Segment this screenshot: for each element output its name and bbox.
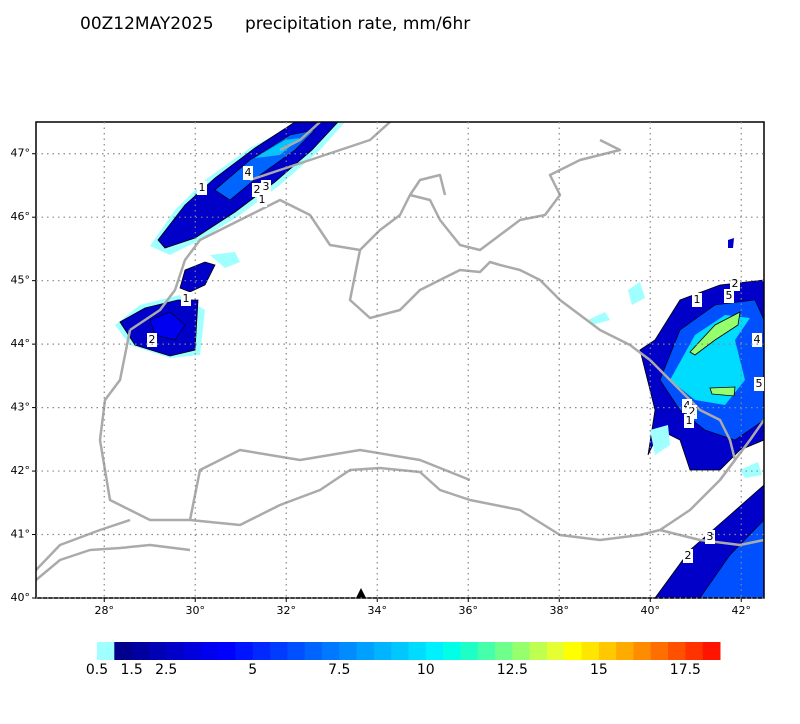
- y-tick-label: 43°: [11, 401, 31, 414]
- colorbar-label: 1.5: [120, 662, 142, 678]
- colorbar-box: [598, 642, 617, 660]
- colorbar-box: [495, 642, 513, 660]
- x-tick-label: 36°: [459, 604, 479, 617]
- contour-label: 4: [754, 333, 761, 346]
- contour-label: 3: [263, 180, 270, 193]
- colorbar: 0.5 1.5 2.5 5 7.5 10 12.5 15 17.5: [86, 642, 721, 678]
- contour-label: 4: [245, 166, 252, 179]
- colorbar-box: [650, 642, 669, 660]
- colorbar-box: [270, 642, 288, 660]
- contour-label: 2: [254, 183, 261, 196]
- colorbar-box: [512, 642, 531, 660]
- colorbar-label: 0.5: [86, 662, 108, 678]
- colorbar-box: [321, 642, 340, 660]
- colorbar-box: [304, 642, 323, 660]
- y-tick-label: 46°: [11, 210, 31, 223]
- colorbar-box: [529, 642, 548, 660]
- colorbar-box: [97, 642, 115, 660]
- x-tick-label: 32°: [277, 604, 297, 617]
- y-tick-label: 47°: [11, 147, 31, 160]
- axes: 28° 30° 32° 34° 36° 38° 40° 42° 40° 41° 42° 43° 44° 4…: [11, 122, 764, 617]
- y-tick-label: 40°: [11, 591, 31, 604]
- colorbar-box: [685, 642, 704, 660]
- colorbar-box: [633, 642, 652, 660]
- colorbar-label: 5: [248, 662, 257, 678]
- colorbar-box: [114, 642, 133, 660]
- x-tick-label: 28°: [95, 604, 115, 617]
- colorbar-box: [391, 642, 409, 660]
- contour-label: 1: [199, 181, 206, 194]
- colorbar-box: [339, 642, 358, 660]
- colorbar-box: [235, 642, 254, 660]
- contour-label: 2: [689, 405, 696, 418]
- y-tick-label: 45°: [11, 274, 31, 287]
- colorbar-box: [477, 642, 496, 660]
- precip-w: [115, 295, 205, 358]
- colorbar-label: 17.5: [670, 662, 701, 678]
- marker: [356, 588, 366, 598]
- map-area: [36, 122, 764, 598]
- colorbar-label: 12.5: [497, 662, 528, 678]
- contour-label: 2: [732, 277, 739, 290]
- colorbar-box: [668, 642, 686, 660]
- contour-label: 3: [707, 530, 714, 543]
- colorbar-label: 7.5: [328, 662, 350, 678]
- contour-label: 1: [259, 193, 266, 206]
- colorbar-box: [131, 642, 150, 660]
- contour-label: 5: [726, 289, 733, 302]
- colorbar-box: [702, 642, 721, 660]
- colorbar-box: [252, 642, 271, 660]
- y-tick-label: 44°: [11, 337, 31, 350]
- x-tick-label: 42°: [732, 604, 752, 617]
- colorbar-box: [166, 642, 185, 660]
- colorbar-label: 10: [417, 662, 435, 678]
- x-tick-label: 38°: [550, 604, 570, 617]
- colorbar-box: [218, 642, 236, 660]
- x-tick-label: 30°: [186, 604, 206, 617]
- colorbar-box: [200, 642, 219, 660]
- colorbar-box: [581, 642, 600, 660]
- colorbar-label: 15: [590, 662, 608, 678]
- precip-nw: [150, 122, 345, 293]
- contour-label: 1: [686, 414, 693, 427]
- title: precipitation rate, mm/6hr: [245, 14, 470, 34]
- colorbar-box: [564, 642, 583, 660]
- y-tick-label: 42°: [11, 464, 31, 477]
- contour-label: 5: [756, 377, 763, 390]
- precip-e: [588, 238, 764, 471]
- colorbar-box: [408, 642, 427, 660]
- colorbar-box: [616, 642, 634, 660]
- contour-labels: 1 4 2 3 1 1 2 1 2 5 4 5 4 2 1 3 2: [147, 166, 764, 563]
- colorbar-box: [183, 642, 202, 660]
- contour-label: 2: [685, 549, 692, 562]
- colorbar-box: [356, 642, 375, 660]
- contour-label: 2: [149, 333, 156, 346]
- colorbar-box: [443, 642, 461, 660]
- contour-label: 1: [694, 293, 701, 306]
- colorbar-box: [148, 642, 167, 660]
- colorbar-box: [425, 642, 444, 660]
- x-tick-label: 40°: [641, 604, 661, 617]
- y-tick-label: 41°: [11, 528, 31, 541]
- time-label: 00Z12MAY2025: [80, 14, 214, 34]
- x-tick-label: 34°: [368, 604, 388, 617]
- colorbar-box: [373, 642, 392, 660]
- colorbar-label: 2.5: [155, 662, 177, 678]
- colorbar-box: [287, 642, 306, 660]
- colorbar-box: [546, 642, 565, 660]
- contour-label: 1: [183, 292, 190, 305]
- colorbar-box: [460, 642, 479, 660]
